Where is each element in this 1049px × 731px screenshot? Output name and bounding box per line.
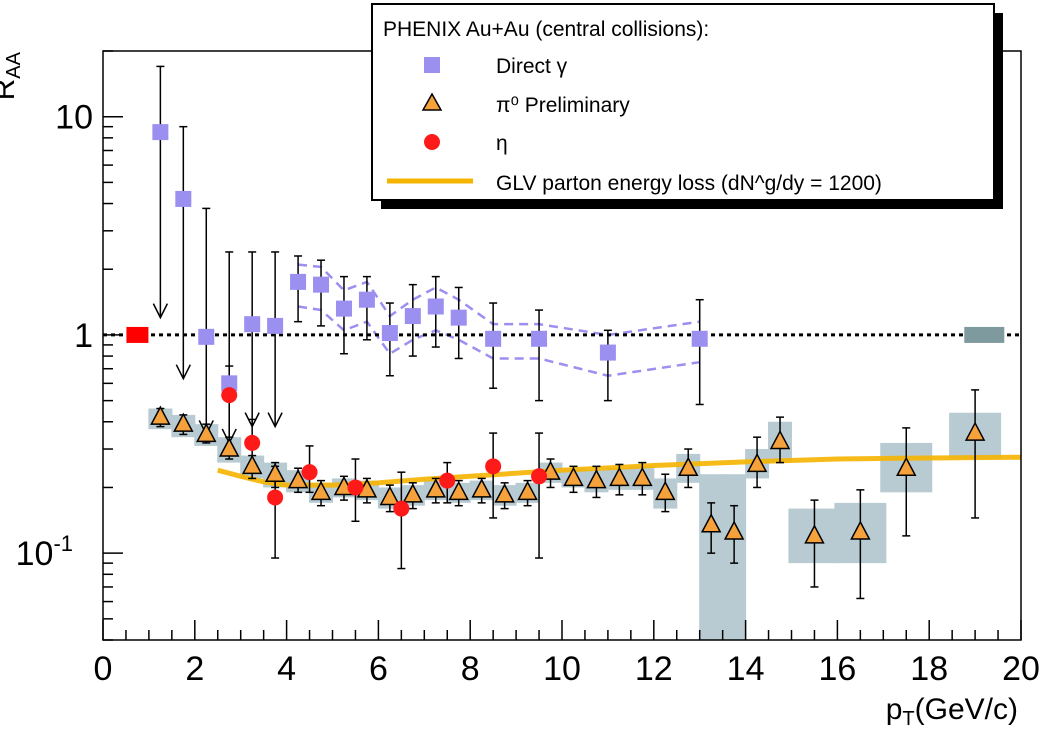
eta-point — [393, 500, 410, 517]
legend-header: PHENIX Au+Au (central collisions): — [383, 18, 709, 41]
data-markers — [150, 124, 986, 544]
direct-photon-systematic-band — [297, 263, 700, 378]
direct-photon-point — [381, 325, 398, 342]
x-tick-label: 4 — [277, 650, 296, 688]
legend-box — [371, 3, 995, 201]
direct-photon-point — [358, 291, 375, 308]
direct-photon-arrowhead — [175, 364, 191, 381]
x-tick-label: 2 — [185, 650, 204, 688]
x-tick-label: 14 — [727, 650, 765, 688]
y-tick-label: 1 — [74, 317, 93, 355]
direct-photon-point — [485, 330, 502, 347]
pi0-point — [586, 469, 607, 489]
y-tick-label: 10 — [55, 99, 93, 137]
pi0-point — [448, 480, 469, 501]
direct-photon-point — [531, 330, 548, 347]
x-tick-label: 12 — [635, 650, 673, 688]
eta-point — [439, 472, 456, 489]
pi0-point — [632, 466, 653, 487]
pi0-point — [804, 524, 825, 544]
pi0-point — [310, 480, 332, 501]
x-tick-label: 8 — [461, 650, 480, 688]
pi0-systematic-boxes — [148, 408, 1002, 640]
x-tick-label: 6 — [369, 650, 388, 688]
pi0-point — [196, 422, 217, 443]
direct-photon-point — [691, 330, 708, 347]
direct-photon-point — [427, 298, 444, 315]
direct-photon-band-upper — [297, 263, 700, 337]
pi0-point — [241, 454, 263, 475]
x-tick-label: 18 — [910, 650, 948, 688]
pi0-point — [769, 429, 791, 450]
x-tick-label: 0 — [94, 650, 113, 688]
direct-photon-point — [175, 190, 192, 207]
legend-label-direct-photon: Direct γ — [496, 55, 568, 78]
eta-point — [301, 464, 318, 481]
x-tick-label: 20 — [1002, 650, 1040, 688]
direct-photon-point — [244, 316, 261, 333]
direct-photon-point — [152, 124, 169, 141]
pi0-point — [471, 478, 492, 498]
pi0-point — [655, 480, 676, 501]
pi0-normalization — [964, 326, 1005, 343]
direct-photon-arrowhead — [152, 303, 169, 320]
legend-label-eta: η — [496, 132, 508, 155]
pi0-point — [287, 469, 309, 489]
legend-label-pi0: π⁰ Preliminary — [496, 94, 630, 117]
pi0-point — [379, 485, 401, 506]
pi0-point — [218, 437, 240, 457]
pi0-point — [700, 513, 722, 533]
legend-marker-pi0 — [421, 92, 443, 111]
x-axis-title: pT(GeV/c) — [886, 693, 1018, 730]
legend-label-glv: GLV parton energy loss (dN^g/dy = 1200) — [496, 172, 882, 195]
direct-photon-point — [313, 276, 330, 293]
axes: 0 2 4 6 8 10 12 14 16 18 20 10 1 10-1 — [16, 50, 1040, 688]
legend: PHENIX Au+Au (central collisions): Direc… — [371, 3, 1003, 209]
pi0-point — [896, 456, 917, 476]
eta-point — [221, 387, 238, 404]
pi0-point — [677, 456, 699, 476]
direct-photon-arrowhead — [267, 412, 283, 429]
direct-photon-point — [267, 317, 284, 334]
pi0-point — [563, 466, 584, 487]
pi0-point — [723, 520, 745, 540]
eta-point — [267, 489, 284, 506]
pi0-sys-box — [699, 474, 724, 640]
y-tick-label: 10-1 — [16, 531, 73, 573]
pi0-point — [746, 452, 768, 473]
direct-photon-point — [599, 344, 616, 361]
pi0-point — [517, 480, 538, 501]
pi0-point — [850, 520, 871, 540]
pi0-point — [609, 466, 630, 487]
eta-point — [531, 468, 548, 485]
legend-marker-direct-photon — [424, 57, 440, 73]
pi0-point — [264, 462, 286, 482]
legend-marker-eta — [424, 134, 440, 150]
direct-photon-point — [335, 300, 352, 317]
pi0-point — [150, 405, 171, 425]
direct-photon-point — [450, 309, 467, 326]
pi0-point — [494, 483, 515, 503]
eta-point — [347, 479, 364, 496]
eta-point — [244, 434, 261, 451]
direct-photon-point — [404, 308, 421, 325]
direct-photon-normalization — [126, 326, 149, 343]
eta-point — [485, 458, 502, 475]
pi0-point — [964, 421, 986, 441]
direct-photon-point — [290, 273, 307, 290]
reference-line-group — [103, 326, 1021, 343]
x-tick-label: 16 — [818, 650, 856, 688]
x-tick-label: 10 — [543, 650, 581, 688]
pi0-point — [402, 483, 424, 503]
y-axis-title: RAA — [0, 51, 25, 100]
pi0-point — [173, 412, 194, 432]
direct-photon-point — [221, 375, 238, 392]
pi0-point — [425, 478, 447, 498]
direct-photon-point — [198, 328, 215, 345]
